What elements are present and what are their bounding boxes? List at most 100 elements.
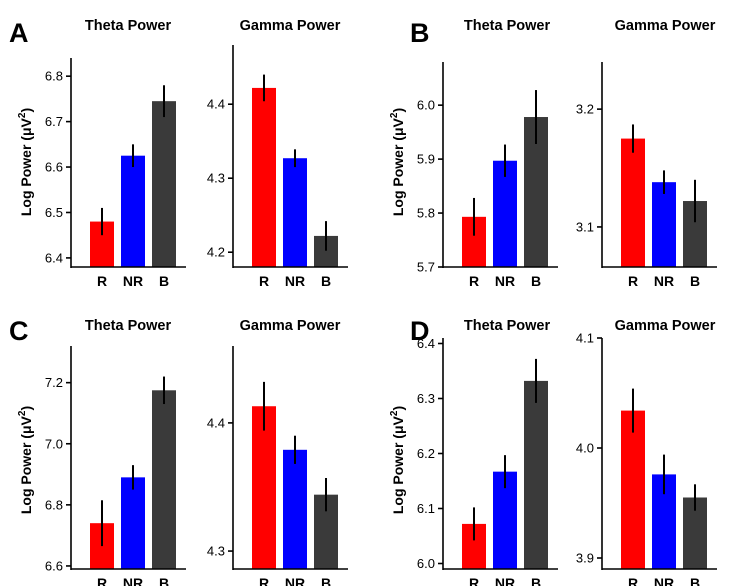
chart-b-gamma: Gamma Power R NR B 3.1 3.2	[576, 18, 717, 289]
y-axis-label-suffix: )	[18, 108, 34, 113]
category-label-r: R	[628, 575, 638, 586]
y-tick-label: 6.8	[45, 497, 63, 512]
category-label-r: R	[628, 273, 638, 289]
category-label-r: R	[469, 273, 479, 289]
category-label-b: B	[159, 575, 169, 586]
y-axis-label-superscript: 2	[17, 410, 28, 416]
y-tick-label: 3.1	[576, 219, 594, 234]
y-tick-label: 6.8	[45, 69, 63, 84]
category-label-nr: NR	[654, 273, 674, 289]
y-axis-label: Log Power (μV2)	[17, 406, 34, 514]
category-label-r: R	[469, 575, 479, 586]
y-axis-label-superscript: 2	[389, 410, 400, 416]
chart-title: Gamma Power	[240, 18, 341, 34]
y-tick-label: 6.4	[45, 250, 63, 265]
y-tick-label: 7.0	[45, 436, 63, 451]
category-label-nr: NR	[123, 273, 143, 289]
chart-title: Gamma Power	[615, 318, 716, 334]
category-label-b: B	[531, 273, 541, 289]
y-axis-label-group-2: Log Power (μV2)	[17, 406, 34, 514]
category-label-nr: NR	[654, 575, 674, 586]
bar-nr	[121, 477, 145, 569]
y-tick-label: 6.0	[417, 556, 435, 571]
category-label-nr: NR	[123, 575, 143, 586]
chart-a-gamma: Gamma Power R NR B 4.2 4.3 4.4	[207, 18, 348, 289]
category-label-b: B	[321, 575, 331, 586]
y-tick-label: 7.2	[45, 375, 63, 390]
y-tick-label: 4.3	[207, 544, 225, 559]
y-axis-label-unit: V	[18, 415, 34, 425]
bar-nr	[283, 449, 307, 569]
bar-r	[621, 410, 645, 569]
category-label-b: B	[690, 575, 700, 586]
y-axis-label: Log Power (μV2)	[389, 108, 406, 216]
y-axis-label: Log Power (μV2)	[17, 108, 34, 216]
y-tick-label: 6.6	[45, 160, 63, 175]
chart-title: Gamma Power	[615, 18, 716, 34]
y-axis-label-prefix: Log Power (	[390, 136, 406, 216]
y-axis-label-prefix: Log Power (	[18, 434, 34, 514]
y-axis-label-mu: μ	[18, 425, 34, 434]
bar-r	[252, 406, 276, 569]
y-tick-label: 6.6	[45, 558, 63, 573]
bar-nr	[121, 155, 145, 267]
y-tick-label: 4.3	[207, 171, 225, 186]
y-tick-label: 4.4	[207, 97, 225, 112]
chart-d-gamma: Gamma Power R NR B 3.9 4.0 4.1	[576, 318, 717, 586]
category-label-r: R	[97, 575, 107, 586]
y-axis-label-group-0: Log Power (μV2)	[17, 108, 34, 216]
category-label-r: R	[259, 273, 269, 289]
category-label-nr: NR	[495, 575, 515, 586]
bar-r	[621, 138, 645, 267]
category-label-b: B	[159, 273, 169, 289]
y-tick-label: 4.2	[207, 245, 225, 260]
y-axis-label-superscript: 2	[389, 112, 400, 118]
y-axis-label-unit: V	[390, 415, 406, 425]
chart-title: Theta Power	[85, 318, 172, 334]
y-axis-label-mu: μ	[390, 127, 406, 136]
bar-b	[524, 380, 548, 569]
chart-c-theta: Theta Power R NR B 6.6 6.8 7.0 7.2	[45, 318, 186, 586]
y-axis-label-mu: μ	[390, 425, 406, 434]
y-axis-label-mu: μ	[18, 127, 34, 136]
y-tick-label: 5.7	[417, 260, 435, 275]
chart-b-theta: Theta Power R NR B 5.7 5.8 5.9 6.0	[417, 18, 558, 289]
y-tick-label: 5.8	[417, 206, 435, 221]
y-axis-label-group-3: Log Power (μV2)	[389, 406, 406, 514]
chart-title: Theta Power	[85, 18, 172, 34]
panel-letter-b: B	[410, 18, 430, 48]
y-tick-label: 6.1	[417, 501, 435, 516]
category-label-b: B	[321, 273, 331, 289]
y-tick-label: 6.3	[417, 391, 435, 406]
y-tick-label: 6.5	[45, 205, 63, 220]
bar-nr	[652, 182, 676, 267]
bar-b	[152, 101, 176, 267]
y-axis-label-prefix: Log Power (	[18, 136, 34, 216]
chart-c-gamma: Gamma Power R NR B 4.3 4.4	[207, 318, 348, 586]
y-axis-label-superscript: 2	[17, 112, 28, 118]
category-label-b: B	[531, 575, 541, 586]
y-tick-label: 3.2	[576, 102, 594, 117]
y-axis-label: Log Power (μV2)	[389, 406, 406, 514]
category-label-b: B	[690, 273, 700, 289]
bar-nr	[283, 158, 307, 267]
chart-title: Theta Power	[464, 318, 551, 334]
y-axis-label-prefix: Log Power (	[390, 434, 406, 514]
y-tick-label: 6.4	[417, 336, 435, 351]
y-axis-label-unit: V	[390, 117, 406, 127]
panel-letter-d: D	[410, 316, 430, 346]
y-axis-label-suffix: )	[390, 108, 406, 113]
bar-r	[252, 87, 276, 267]
y-axis-label-suffix: )	[18, 406, 34, 411]
bar-b	[152, 390, 176, 569]
panel-letter-a: A	[9, 18, 29, 48]
bar-nr	[493, 160, 517, 267]
category-label-nr: NR	[285, 575, 305, 586]
category-label-nr: NR	[495, 273, 515, 289]
chart-title: Gamma Power	[240, 318, 341, 334]
y-axis-label-suffix: )	[390, 406, 406, 411]
chart-d-theta: Theta Power R NR B 6.0 6.1 6.2 6.3 6.4	[417, 318, 558, 586]
category-label-r: R	[259, 575, 269, 586]
chart-a-theta: Theta Power R NR B 6.4 6.5 6.6 6.7 6.8	[45, 18, 186, 289]
